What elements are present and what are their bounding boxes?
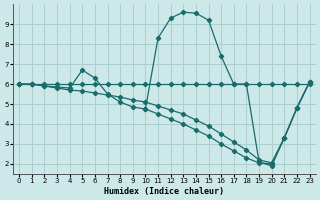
X-axis label: Humidex (Indice chaleur): Humidex (Indice chaleur) bbox=[104, 187, 224, 196]
